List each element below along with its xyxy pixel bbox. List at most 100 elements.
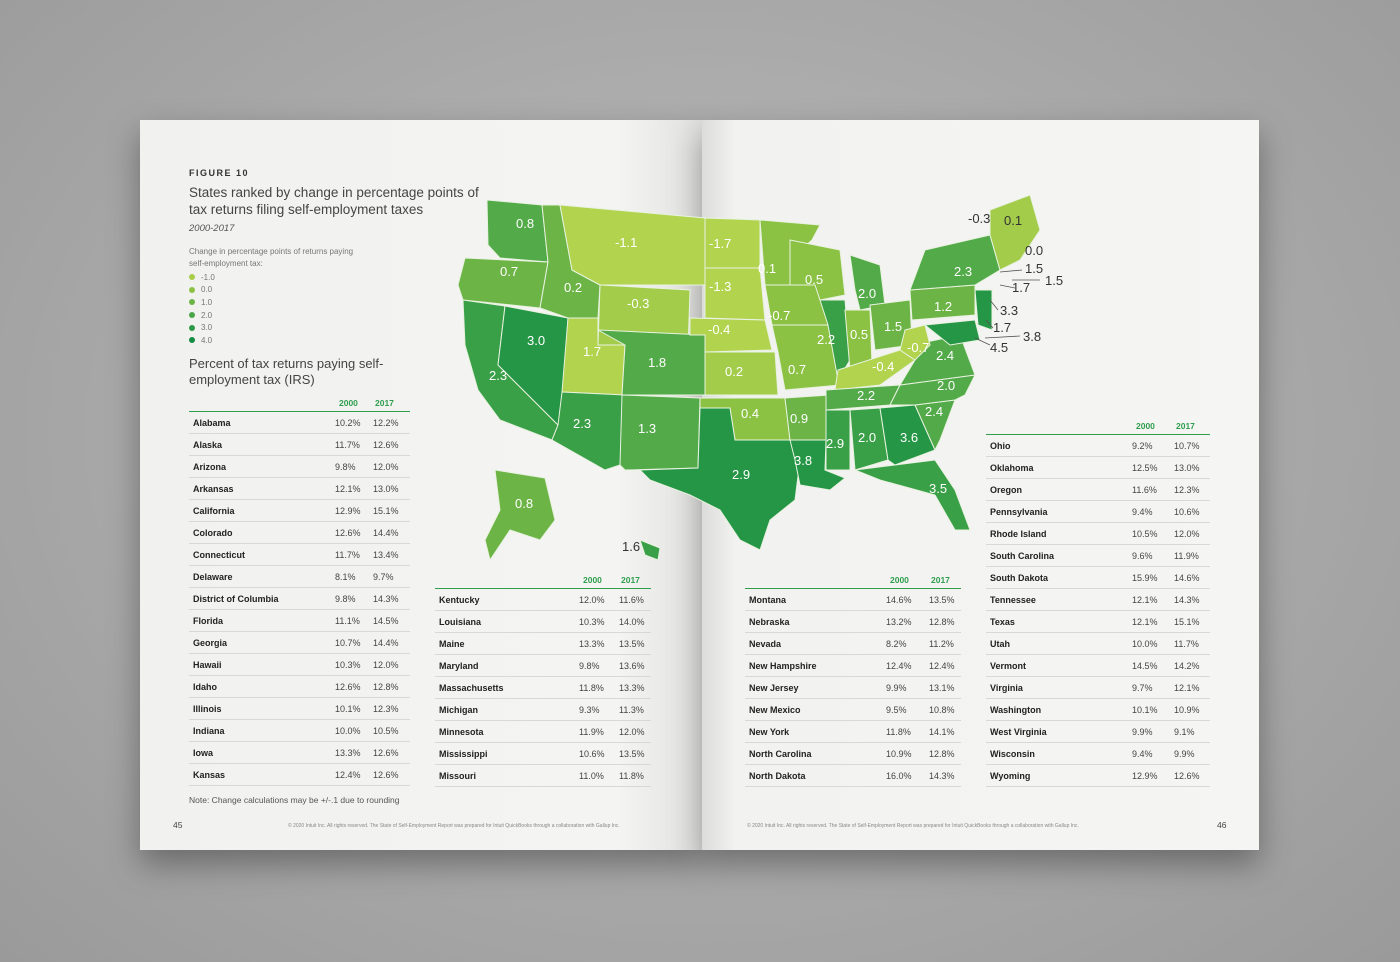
map-value-label: 1.7 bbox=[993, 320, 1011, 335]
table-row: Massachusetts 11.8% 13.3% bbox=[435, 677, 651, 699]
map-value-label: 3.0 bbox=[527, 333, 545, 348]
table-row: South Dakota 15.9% 14.6% bbox=[986, 567, 1210, 589]
map-value-label: 1.5 bbox=[884, 319, 902, 334]
legend-label: -1.0 bbox=[201, 272, 215, 282]
table-row: Illinois 10.1% 12.3% bbox=[189, 698, 410, 720]
map-value-label: -0.4 bbox=[708, 322, 730, 337]
value-2000: 9.2% bbox=[1132, 441, 1153, 451]
value-2017: 12.0% bbox=[373, 462, 399, 472]
table-title: Percent of tax returns paying self-emplo… bbox=[189, 356, 384, 387]
legend-label: 1.0 bbox=[201, 297, 213, 307]
table-row: Alabama 10.2% 12.2% bbox=[189, 412, 410, 434]
value-2017: 10.7% bbox=[1174, 441, 1200, 451]
map-value-label: 1.5 bbox=[1045, 273, 1063, 288]
map-value-label: 1.5 bbox=[1025, 261, 1043, 276]
state-name: Rhode Island bbox=[990, 529, 1047, 539]
value-2000: 13.2% bbox=[886, 617, 912, 627]
value-2000: 9.5% bbox=[886, 705, 907, 715]
table-row: Idaho 12.6% 12.8% bbox=[189, 676, 410, 698]
value-2000: 9.6% bbox=[1132, 551, 1153, 561]
value-2000: 13.3% bbox=[335, 748, 361, 758]
table-row: North Dakota 16.0% 14.3% bbox=[745, 765, 961, 787]
state-region-newengland bbox=[989, 194, 1041, 271]
legend-swatch bbox=[189, 274, 195, 281]
state-name: Washington bbox=[990, 705, 1042, 715]
state-name: Idaho bbox=[193, 682, 217, 692]
value-2017: 12.3% bbox=[1174, 485, 1200, 495]
legend-title: Change in percentage points of returns p… bbox=[189, 247, 354, 268]
value-2017: 12.1% bbox=[1174, 683, 1200, 693]
value-2017: 12.3% bbox=[373, 704, 399, 714]
value-2000: 10.1% bbox=[335, 704, 361, 714]
value-2000: 12.1% bbox=[1132, 617, 1158, 627]
state-name: Maine bbox=[439, 639, 465, 649]
state-name: Vermont bbox=[990, 661, 1027, 671]
state-region-florida bbox=[854, 459, 971, 531]
value-2000: 12.1% bbox=[1132, 595, 1158, 605]
callout-line bbox=[984, 335, 1021, 339]
legend-swatch bbox=[189, 324, 195, 331]
table-header: 2000 2017 bbox=[435, 574, 651, 589]
value-2017: 11.8% bbox=[619, 771, 644, 781]
value-2000: 9.9% bbox=[886, 683, 907, 693]
value-2017: 12.4% bbox=[929, 661, 955, 671]
map-regions bbox=[457, 194, 1041, 562]
value-2000: 12.5% bbox=[1132, 463, 1158, 473]
table-row: West Virginia 9.9% 9.1% bbox=[986, 721, 1210, 743]
map-value-label: 1.8 bbox=[648, 355, 666, 370]
state-name: Texas bbox=[990, 617, 1015, 627]
col-header-2000: 2000 bbox=[583, 575, 602, 585]
value-2017: 14.6% bbox=[1174, 573, 1200, 583]
table-row: Nebraska 13.2% 12.8% bbox=[745, 611, 961, 633]
table-row: Arizona 9.8% 12.0% bbox=[189, 456, 410, 478]
value-2000: 11.7% bbox=[335, 440, 360, 450]
value-2000: 9.7% bbox=[1132, 683, 1153, 693]
state-name: New Hampshire bbox=[749, 661, 817, 671]
legend-swatch bbox=[189, 337, 195, 344]
table-row: New York 11.8% 14.1% bbox=[745, 721, 961, 743]
map-value-label: 2.2 bbox=[817, 332, 835, 347]
value-2000: 11.8% bbox=[886, 727, 911, 737]
map-value-label: 0.1 bbox=[758, 261, 776, 276]
table-row: Iowa 13.3% 12.6% bbox=[189, 742, 410, 764]
table-row: Oklahoma 12.5% 13.0% bbox=[986, 457, 1210, 479]
table-row: Wisconsin 9.4% 9.9% bbox=[986, 743, 1210, 765]
value-2017: 10.9% bbox=[1174, 705, 1200, 715]
table-row: Tennessee 12.1% 14.3% bbox=[986, 589, 1210, 611]
value-2017: 15.1% bbox=[373, 506, 399, 516]
table-row: Montana 14.6% 13.5% bbox=[745, 589, 961, 611]
state-region-hawaii bbox=[639, 539, 661, 561]
value-2017: 11.2% bbox=[929, 639, 954, 649]
state-name: Indiana bbox=[193, 726, 225, 736]
table-row: Mississippi 10.6% 13.5% bbox=[435, 743, 651, 765]
table-row: Washington 10.1% 10.9% bbox=[986, 699, 1210, 721]
value-2017: 13.5% bbox=[929, 595, 955, 605]
state-name: Minnesota bbox=[439, 727, 484, 737]
state-region-newjersey bbox=[974, 289, 993, 331]
value-2017: 12.6% bbox=[373, 440, 399, 450]
value-2000: 13.3% bbox=[579, 639, 605, 649]
value-2000: 10.2% bbox=[335, 418, 361, 428]
state-name: Massachusetts bbox=[439, 683, 504, 693]
state-name: Alabama bbox=[193, 418, 231, 428]
map-value-label: -0.4 bbox=[872, 359, 894, 374]
value-2000: 10.0% bbox=[335, 726, 361, 736]
value-2000: 9.8% bbox=[335, 462, 356, 472]
value-2000: 12.9% bbox=[1132, 771, 1158, 781]
value-2017: 13.0% bbox=[373, 484, 399, 494]
col-header-2000: 2000 bbox=[339, 398, 358, 408]
table-row: Ohio 9.2% 10.7% bbox=[986, 435, 1210, 457]
map-value-label: 2.3 bbox=[573, 416, 591, 431]
table-row: New Jersey 9.9% 13.1% bbox=[745, 677, 961, 699]
map-value-label: -1.3 bbox=[709, 279, 731, 294]
value-2017: 14.0% bbox=[619, 617, 645, 627]
state-region-oregon bbox=[457, 257, 549, 309]
map-value-label: 0.5 bbox=[850, 327, 868, 342]
col-header-2000: 2000 bbox=[890, 575, 909, 585]
value-2017: 9.1% bbox=[1174, 727, 1195, 737]
state-region-westvirginia bbox=[899, 324, 931, 361]
state-name: Tennessee bbox=[990, 595, 1036, 605]
legend-item: 1.0 bbox=[189, 296, 215, 309]
table-row: Colorado 12.6% 14.4% bbox=[189, 522, 410, 544]
state-region-kentucky bbox=[834, 349, 916, 391]
